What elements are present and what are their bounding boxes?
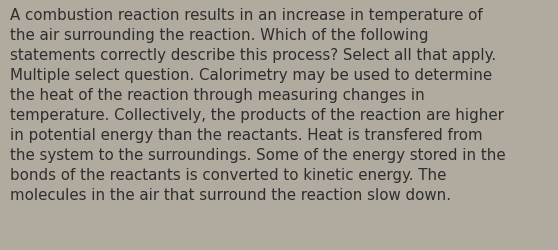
Text: A combustion reaction results in an increase in temperature of
the air surroundi: A combustion reaction results in an incr… <box>10 8 506 202</box>
